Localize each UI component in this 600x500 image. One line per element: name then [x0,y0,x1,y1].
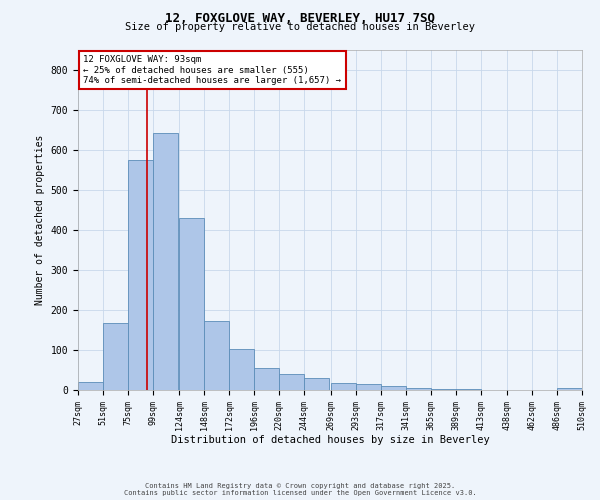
Text: Contains public sector information licensed under the Open Government Licence v3: Contains public sector information licen… [124,490,476,496]
Bar [456,389,481,390]
Bar [331,383,356,390]
Bar [406,388,431,390]
Bar [356,384,380,390]
Bar [254,368,280,390]
Bar [204,321,229,390]
Bar [557,388,582,390]
Bar [304,378,329,390]
Text: Size of property relative to detached houses in Beverley: Size of property relative to detached ho… [125,22,475,32]
Bar [431,389,456,390]
Bar [280,374,304,390]
Bar [380,386,406,390]
Bar [153,133,178,390]
X-axis label: Distribution of detached houses by size in Beverley: Distribution of detached houses by size … [170,436,490,446]
Y-axis label: Number of detached properties: Number of detached properties [35,135,45,305]
Bar [179,218,204,390]
Bar [78,382,103,390]
Text: 12, FOXGLOVE WAY, BEVERLEY, HU17 7SQ: 12, FOXGLOVE WAY, BEVERLEY, HU17 7SQ [165,12,435,26]
Bar [128,160,153,390]
Text: 12 FOXGLOVE WAY: 93sqm
← 25% of detached houses are smaller (555)
74% of semi-de: 12 FOXGLOVE WAY: 93sqm ← 25% of detached… [83,55,341,85]
Text: Contains HM Land Registry data © Crown copyright and database right 2025.: Contains HM Land Registry data © Crown c… [145,483,455,489]
Bar [229,349,254,390]
Bar [103,323,128,390]
